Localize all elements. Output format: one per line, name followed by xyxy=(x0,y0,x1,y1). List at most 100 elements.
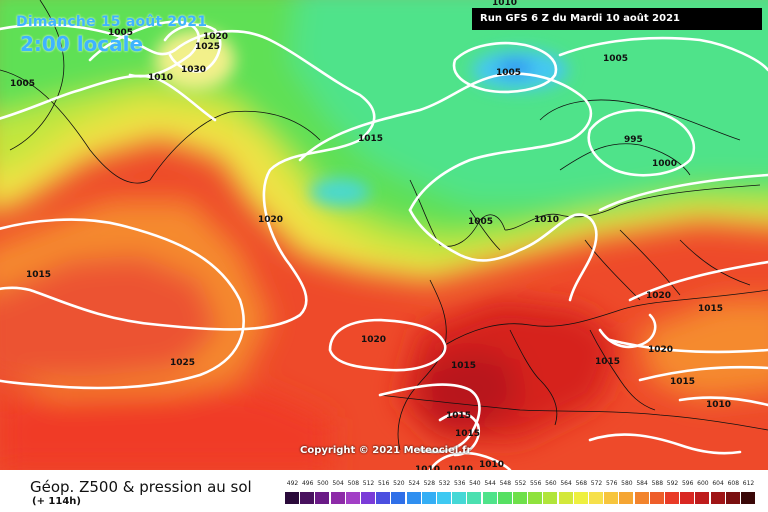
isobar-label: 1010 xyxy=(534,215,559,225)
map-canvas: 1005 1005 1025 1020 1030 1010 1005 1015 … xyxy=(0,0,768,470)
isobar-label: 1010 xyxy=(479,460,504,470)
scale-color-cell xyxy=(466,491,483,505)
scale-color-cell xyxy=(284,491,300,505)
isobar-label: 1010 xyxy=(448,465,473,470)
scale-color-cell xyxy=(557,491,574,505)
coastlines xyxy=(0,0,768,451)
isobar-label: 1020 xyxy=(258,215,283,225)
scale-color-cell xyxy=(724,491,741,505)
scale-color-cell xyxy=(512,491,528,505)
scale-tick-label: 504 xyxy=(332,480,344,487)
isobar-label: 1010 xyxy=(706,400,731,410)
scale-color-cell xyxy=(451,491,468,505)
scale-tick-label: 524 xyxy=(408,480,420,487)
scale-color-cell xyxy=(572,491,589,505)
isobar-label: 1015 xyxy=(446,411,471,421)
isobar-label: 1020 xyxy=(361,335,386,345)
scale-tick-label: 604 xyxy=(712,480,724,487)
scale-tick-label: 588 xyxy=(651,480,664,487)
isobar-label: 1015 xyxy=(595,357,620,367)
scale-color-cell xyxy=(664,491,680,505)
scale-color-cell xyxy=(679,491,696,505)
scale-color-cell xyxy=(603,491,620,505)
scale-color-cell xyxy=(694,491,711,505)
product-title: Géop. Z500 & pression au sol xyxy=(30,478,252,496)
scale-color-cell xyxy=(496,491,513,505)
scale-color-cell xyxy=(405,491,422,505)
scale-tick-label: 560 xyxy=(545,480,557,487)
scale-color-cell xyxy=(390,491,407,505)
isobar-label: 1010 xyxy=(148,73,173,83)
isobar-label: 1005 xyxy=(108,28,133,38)
weather-map: 1005 1005 1025 1020 1030 1010 1005 1015 … xyxy=(0,0,768,470)
isobar-label: 1005 xyxy=(468,217,493,227)
isobar-label: 1025 xyxy=(195,42,220,52)
scale-tick-label: 544 xyxy=(484,480,496,487)
scale-color-cell xyxy=(329,491,346,505)
isobar-label: 1030 xyxy=(181,65,206,75)
isobar-label: 1015 xyxy=(358,134,383,144)
scale-color-cell xyxy=(420,491,437,505)
isobar-labels: 1005 1005 1025 1020 1030 1010 1005 1015 … xyxy=(10,0,731,470)
scale-color-cell xyxy=(740,491,756,505)
scale-color-cell xyxy=(375,491,392,505)
scale-tick-label: 556 xyxy=(529,480,542,487)
scale-tick-label: 612 xyxy=(742,480,755,487)
scale-color-cell xyxy=(633,491,650,505)
scale-tick-label: 548 xyxy=(499,480,512,487)
scale-tick-label: 576 xyxy=(605,480,618,487)
scale-color-cell xyxy=(344,491,361,505)
scale-tick-label: 592 xyxy=(666,480,679,487)
scale-tick-label: 540 xyxy=(469,480,481,487)
scale-tick-label: 500 xyxy=(317,480,329,487)
isobar-label: 1020 xyxy=(648,345,673,355)
scale-tick-label: 600 xyxy=(697,480,709,487)
scale-tick-label: 580 xyxy=(621,480,633,487)
scale-tick-label: 508 xyxy=(347,480,360,487)
scale-color-cell xyxy=(648,491,665,505)
scale-color-cell xyxy=(436,491,452,505)
scale-tick-label: 608 xyxy=(727,480,740,487)
isobar-label: 1020 xyxy=(203,32,228,42)
scale-tick-label: 572 xyxy=(590,480,603,487)
scale-tick-label: 496 xyxy=(301,480,314,487)
color-scale: 492 496 500 504 508 512 516 520 524 528 532 536 540 5… xyxy=(284,473,756,509)
isobar-label: 1020 xyxy=(646,291,671,301)
isobar-label: 1015 xyxy=(670,377,695,387)
geopotential-field xyxy=(0,0,768,470)
scale-color-cell xyxy=(481,491,498,505)
isobar-label: 1010 xyxy=(492,0,517,8)
scale-tick-label: 564 xyxy=(560,480,572,487)
scale-tick-label: 552 xyxy=(514,480,527,487)
isobar-label: 1015 xyxy=(451,361,476,371)
isobars xyxy=(0,20,768,470)
lead-time: (+ 114h) xyxy=(32,496,81,507)
scale-tick-label: 584 xyxy=(636,480,648,487)
scale-tick-label: 568 xyxy=(575,480,588,487)
isobar-label: 995 xyxy=(624,135,643,145)
isobar-label: 1005 xyxy=(10,79,35,89)
scale-tick-label: 512 xyxy=(362,480,375,487)
isobar-label: 1025 xyxy=(170,358,195,368)
scale-color-cell xyxy=(618,491,635,505)
legend-footer: Géop. Z500 & pression au sol (+ 114h) 49… xyxy=(0,470,768,512)
forecast-time-title: 2:00 locale xyxy=(20,32,144,56)
copyright-text: Copyright © 2021 Meteociel.fr xyxy=(300,445,472,456)
scale-color-cell xyxy=(314,491,331,505)
scale-tick-label: 520 xyxy=(393,480,405,487)
isobar-label: 1015 xyxy=(455,429,480,439)
isobar-label: 1015 xyxy=(26,270,51,280)
isobar-label: 1010 xyxy=(415,465,440,470)
scale-tick-label: 532 xyxy=(438,480,451,487)
scale-tick-label: 596 xyxy=(681,480,694,487)
scale-color-cell xyxy=(527,491,544,505)
scale-color-cell xyxy=(588,491,604,505)
run-info-banner: Run GFS 6 Z du Mardi 10 août 2021 xyxy=(472,8,762,30)
scale-color-cell xyxy=(542,491,559,505)
isobar-label: 1000 xyxy=(652,159,677,169)
scale-tick-label: 516 xyxy=(377,480,390,487)
isobar-label: 1015 xyxy=(698,304,723,314)
scale-color-cell xyxy=(299,491,316,505)
scale-tick-label: 528 xyxy=(423,480,436,487)
scale-color-cell xyxy=(709,491,726,505)
